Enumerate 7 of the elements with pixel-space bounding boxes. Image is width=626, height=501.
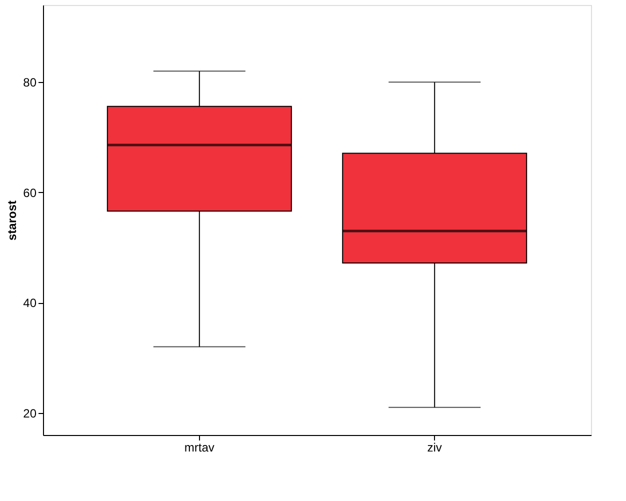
y-tick-label: 20	[23, 406, 37, 420]
y-axis-title: starost	[5, 200, 20, 241]
x-tick-label: ziv	[427, 440, 442, 454]
y-tick-label: 40	[23, 296, 37, 310]
y-tick-label: 80	[23, 76, 37, 90]
x-tick-label: mrtav	[184, 440, 214, 454]
y-tick-label: 60	[23, 186, 37, 200]
